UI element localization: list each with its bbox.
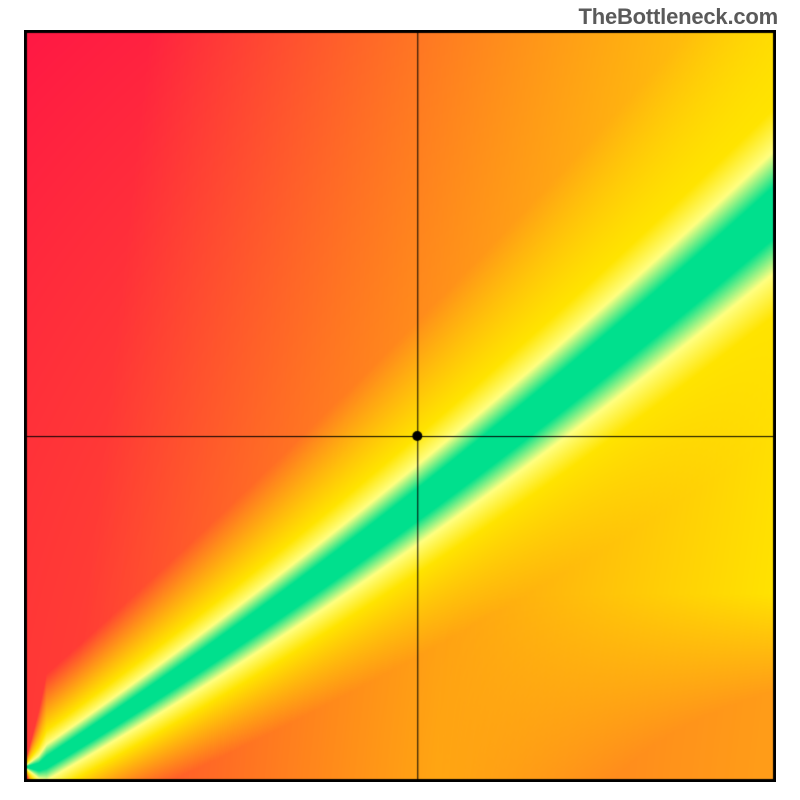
- watermark-text: TheBottleneck.com: [578, 4, 778, 30]
- heatmap-container: [24, 30, 776, 782]
- bottleneck-heatmap: [24, 30, 776, 782]
